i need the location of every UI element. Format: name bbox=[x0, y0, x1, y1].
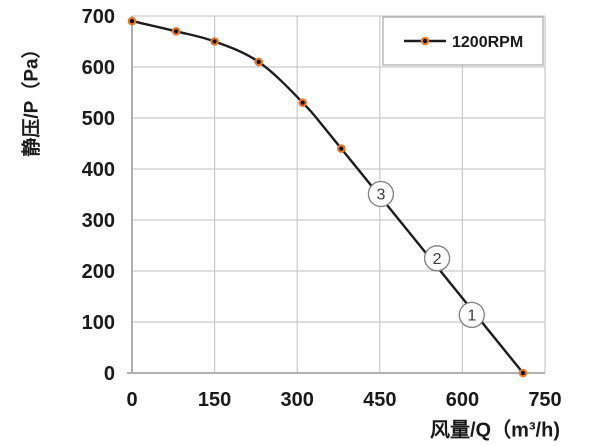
y-tick-label-0: 0 bbox=[104, 363, 115, 385]
marker-core bbox=[339, 146, 344, 151]
operating-point-label-1: 1 bbox=[467, 307, 476, 324]
data-point-marker bbox=[337, 144, 346, 153]
y-tick-label-100: 100 bbox=[82, 312, 115, 334]
y-tick-label-200: 200 bbox=[82, 261, 115, 283]
y-axis-title: 静压/P（Pa） bbox=[21, 39, 43, 157]
operating-point-circle-3 bbox=[367, 180, 395, 208]
legend: 1200RPM bbox=[382, 16, 544, 66]
legend-label: 1200RPM bbox=[452, 34, 523, 51]
data-point-marker bbox=[254, 57, 263, 67]
x-axis-title: 风量/Q（m³/h) bbox=[430, 419, 560, 442]
data-point-marker bbox=[298, 98, 308, 107]
operating-point-1: 1 bbox=[458, 301, 485, 329]
operating-point-3: 3 bbox=[367, 180, 395, 208]
data-point-marker bbox=[210, 37, 219, 46]
y-tick-label-300: 300 bbox=[82, 210, 115, 232]
x-tick-label-450: 450 bbox=[363, 389, 396, 411]
marker-core bbox=[129, 19, 135, 24]
marker-core bbox=[520, 370, 526, 376]
y-tick-label-400: 400 bbox=[82, 159, 115, 181]
operating-point-label-2: 2 bbox=[433, 251, 442, 268]
marker-core bbox=[212, 39, 217, 44]
data-point-marker bbox=[171, 27, 181, 36]
x-tick-label-750: 750 bbox=[528, 389, 561, 411]
operating-point-circle-1 bbox=[458, 301, 485, 329]
y-tick-label-600: 600 bbox=[82, 57, 115, 79]
marker-core bbox=[174, 29, 179, 34]
x-tick-label-0: 0 bbox=[126, 389, 137, 411]
operating-point-circle-2 bbox=[423, 245, 451, 272]
legend-marker-core bbox=[422, 38, 428, 44]
data-point-marker bbox=[127, 16, 137, 26]
curve-1200RPM bbox=[130, 19, 525, 375]
x-tick-label-600: 600 bbox=[446, 389, 479, 411]
y-tick-label-700: 700 bbox=[82, 6, 115, 28]
marker-core bbox=[300, 100, 305, 105]
x-tick-label-300: 300 bbox=[281, 389, 314, 411]
x-tick-label-150: 150 bbox=[198, 389, 231, 411]
marker-core bbox=[256, 59, 261, 64]
y-tick-label-500: 500 bbox=[82, 108, 115, 130]
data-point-marker bbox=[518, 368, 528, 378]
operating-point-2: 2 bbox=[423, 245, 451, 272]
operating-point-label-3: 3 bbox=[376, 187, 385, 204]
